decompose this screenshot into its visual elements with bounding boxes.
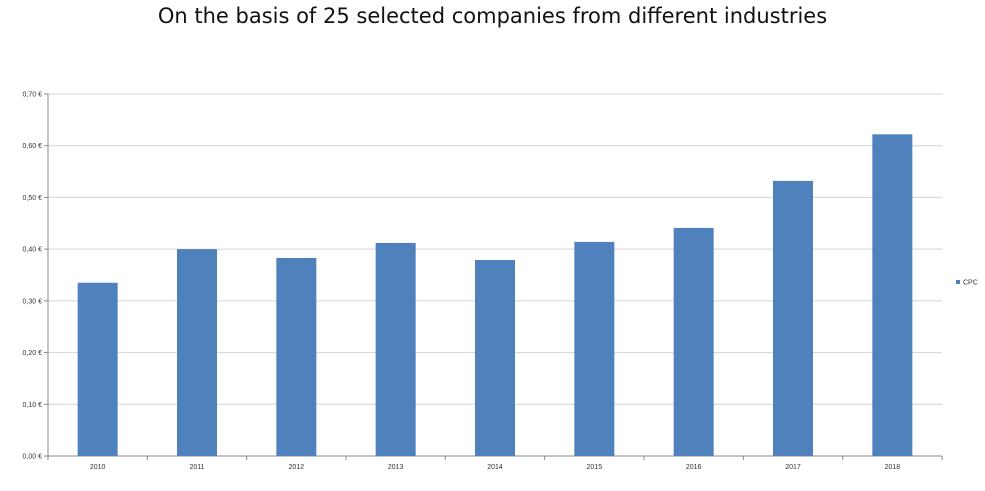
bar-2011 xyxy=(177,249,217,456)
y-tick-label: 0,30 € xyxy=(23,298,43,305)
bar-2014 xyxy=(475,260,515,456)
bar-2016 xyxy=(673,227,714,456)
bar-2015 xyxy=(574,241,615,456)
y-tick-label: 0,40 € xyxy=(23,247,43,254)
x-tick-label: 2017 xyxy=(785,464,801,471)
x-tick-label: 2018 xyxy=(885,464,901,471)
page-title: On the basis of 25 selected companies fr… xyxy=(157,4,828,28)
bar-2017 xyxy=(773,180,813,456)
y-tick-label: 0,50 € xyxy=(23,195,43,202)
x-tick-label: 2015 xyxy=(587,464,603,471)
x-tick-label: 2014 xyxy=(487,464,503,471)
legend-swatch xyxy=(956,280,960,284)
y-tick-label: 0,60 € xyxy=(23,143,43,150)
x-tick-label: 2010 xyxy=(90,464,106,471)
bar-2013 xyxy=(375,242,416,456)
y-tick-label: 0,00 € xyxy=(23,454,43,461)
y-axis: 0,00 € 0,10 € 0,20 € 0,30 € 0,40 € 0,50 € 0,60… xyxy=(23,92,49,461)
bar-2018 xyxy=(872,134,913,456)
x-axis: 2010 2011 2012 2013 2014 2015 2016 2017 2018 xyxy=(47,456,943,471)
bar-2010 xyxy=(77,282,118,456)
x-tick-label: 2012 xyxy=(289,464,305,471)
legend-label: CPC xyxy=(963,280,978,287)
x-tick-label: 2013 xyxy=(388,464,404,471)
x-tick-label: 2016 xyxy=(686,464,702,471)
bars xyxy=(77,134,913,456)
legend: CPC xyxy=(956,280,978,287)
y-tick-label: 0,10 € xyxy=(23,402,43,409)
x-tick-label: 2011 xyxy=(189,464,204,471)
y-tick-label: 0,70 € xyxy=(23,92,43,99)
bar-2012 xyxy=(276,257,317,456)
y-tick-label: 0,20 € xyxy=(23,350,43,357)
